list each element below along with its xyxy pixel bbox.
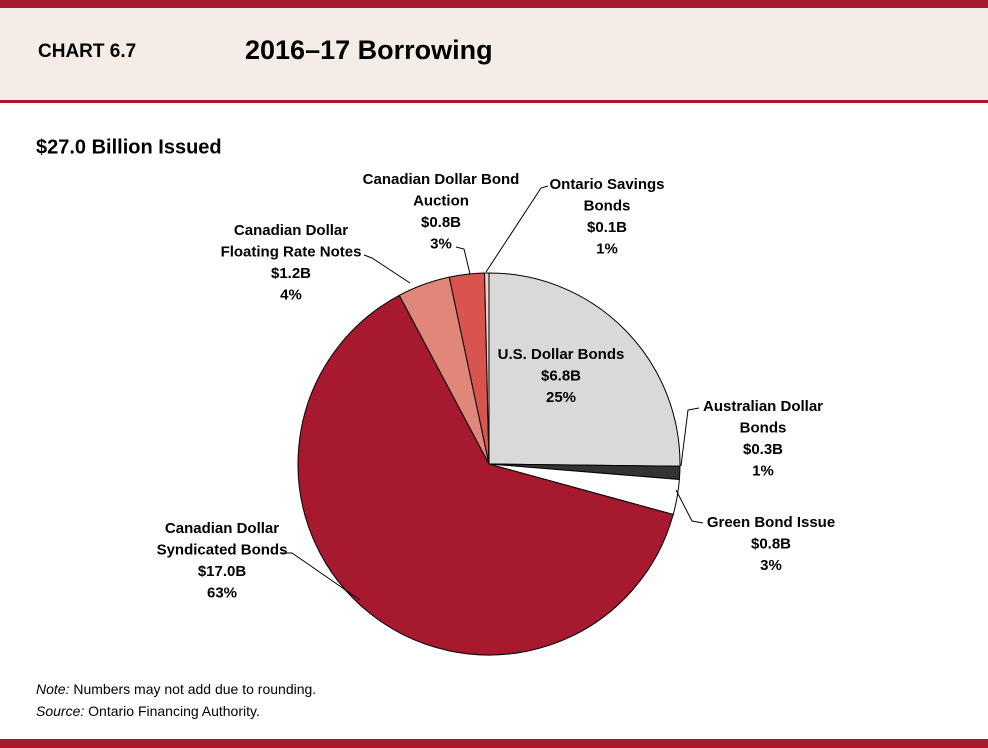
share-label: 1% <box>752 462 774 479</box>
leader-line <box>680 407 700 467</box>
pie-slice <box>484 272 490 465</box>
share-label: 63% <box>207 584 237 601</box>
slice-label: Canadian Dollar <box>234 222 348 239</box>
slice-label: Green Bond Issue <box>707 514 835 531</box>
slice-label: Floating Rate Notes <box>221 243 362 260</box>
leader-line <box>282 552 361 601</box>
leader-line <box>455 246 471 275</box>
slice-label: Bonds <box>584 197 631 214</box>
source-label: Source: <box>36 703 84 719</box>
slice-label: Australian Dollar <box>703 398 823 415</box>
slice-label: Ontario Savings <box>549 176 664 193</box>
header-rule <box>0 100 988 103</box>
slice-label: Syndicated Bonds <box>157 541 288 558</box>
share-label: 3% <box>760 557 782 574</box>
share-label: 1% <box>596 240 618 257</box>
share-label: 25% <box>546 389 576 406</box>
header-band <box>0 6 988 102</box>
value-label: $17.0B <box>198 563 247 580</box>
pie-slice <box>297 294 674 656</box>
leader-line <box>363 254 411 284</box>
pie-slice <box>488 272 681 467</box>
value-label: $0.3B <box>743 441 783 458</box>
note-label: Note: <box>36 681 70 697</box>
value-label: $0.8B <box>421 214 461 231</box>
note: Note: Numbers may not add due to roundin… <box>36 681 316 697</box>
slice-label: Canadian Dollar <box>165 520 279 537</box>
pie <box>297 272 681 656</box>
value-label: $0.1B <box>587 219 627 236</box>
leader-line <box>485 185 549 273</box>
source-text: Ontario Financing Authority. <box>88 703 260 719</box>
value-label: $6.8B <box>541 367 581 384</box>
chart-title: 2016–17 Borrowing <box>245 35 493 65</box>
source: Source: Ontario Financing Authority. <box>36 703 260 719</box>
slice-label: Canadian Dollar Bond <box>363 171 520 188</box>
top-rule <box>0 0 988 8</box>
slice-label: Auction <box>413 192 469 209</box>
chart-subtitle: $27.0 Billion Issued <box>36 136 222 158</box>
leader-line <box>675 489 704 524</box>
bottom-rule <box>0 739 988 748</box>
slice-label: Bonds <box>740 419 787 436</box>
chart-number: CHART 6.7 <box>38 41 136 62</box>
value-label: $1.2B <box>271 265 311 282</box>
share-label: 3% <box>430 235 452 252</box>
share-label: 4% <box>280 286 302 303</box>
note-text: Numbers may not add due to rounding. <box>73 681 316 697</box>
slice-label: U.S. Dollar Bonds <box>498 346 625 363</box>
value-label: $0.8B <box>751 535 791 552</box>
